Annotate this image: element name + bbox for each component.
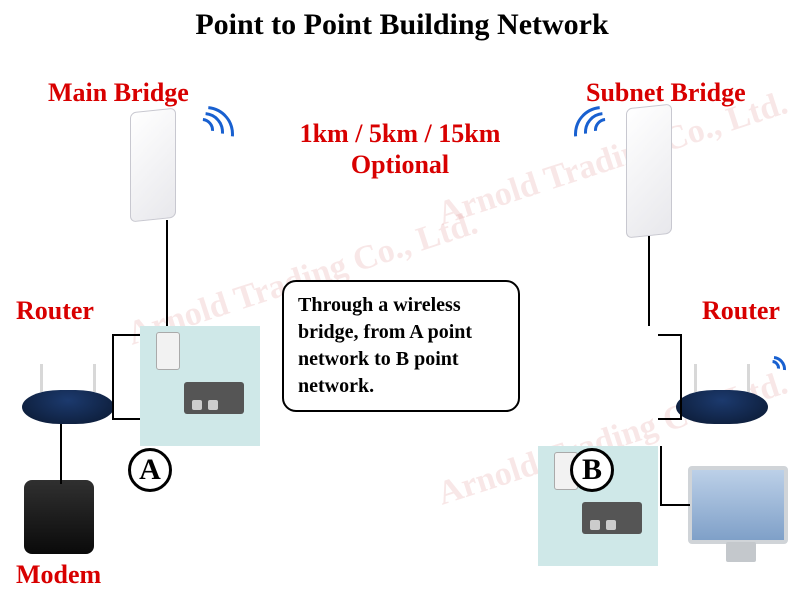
description-box: Through a wireless bridge, from A point … (282, 280, 520, 412)
subnet-bridge-device (626, 106, 672, 236)
cable (680, 334, 682, 420)
cable (660, 446, 662, 504)
router-icon (22, 390, 114, 424)
cable (60, 424, 62, 484)
node-b-marker: B (570, 448, 614, 492)
access-point-icon (626, 104, 672, 239)
cable (658, 418, 682, 420)
wifi-icon (755, 351, 792, 388)
label-modem: Modem (16, 560, 101, 590)
distance-text: 1km / 5km / 15km Optional (260, 118, 540, 180)
modem-device (24, 480, 94, 554)
modem-icon (24, 480, 94, 554)
router-b-device (676, 390, 768, 424)
router-icon (676, 390, 768, 424)
power-plug-icon (156, 332, 180, 370)
monitor-icon (688, 466, 788, 544)
computer-device (688, 466, 788, 544)
cable (658, 334, 682, 336)
cable (112, 418, 140, 420)
cable (166, 220, 168, 326)
access-point-icon (130, 108, 176, 223)
poe-injector-a (140, 326, 260, 446)
distance-line2: Optional (260, 149, 540, 180)
page-title: Point to Point Building Network (0, 8, 804, 42)
label-router-a: Router (16, 296, 94, 326)
cable (660, 504, 690, 506)
cable (112, 334, 114, 420)
distance-line1: 1km / 5km / 15km (260, 118, 540, 149)
label-router-b: Router (702, 296, 780, 326)
poe-adapter-icon (582, 502, 642, 534)
main-bridge-device (130, 110, 176, 220)
router-a-device (22, 390, 114, 424)
cable (112, 334, 140, 336)
node-a-marker: A (128, 448, 172, 492)
poe-adapter-icon (184, 382, 244, 414)
label-main-bridge: Main Bridge (48, 78, 189, 108)
cable (648, 236, 650, 326)
